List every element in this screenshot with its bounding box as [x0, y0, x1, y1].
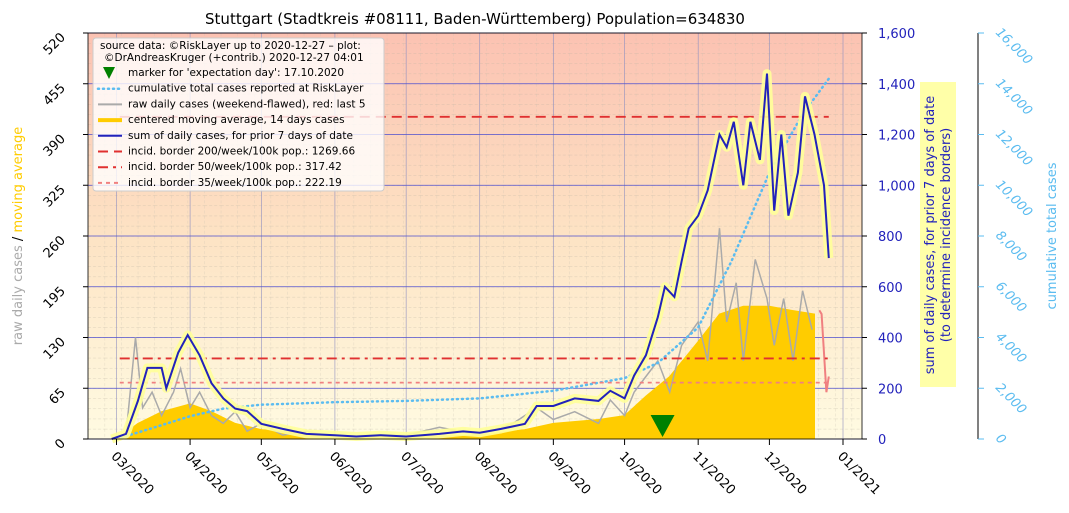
y-label-raw: raw daily cases: [11, 245, 26, 345]
x-tick-label: 06/2020: [326, 449, 375, 498]
y2-tick-label: 1,200: [878, 129, 915, 144]
legend: source data: ©RiskLayer up to 2020-12-27…: [92, 37, 385, 192]
y2-axis-label: sum of daily cases, for prior 7 days of …: [923, 96, 938, 375]
y3-tick-label: 14,000: [992, 76, 1035, 119]
legend-swatch: [103, 67, 115, 79]
legend-label: incid. border 35/week/100k pop.: 222.19: [128, 177, 342, 189]
y2-tick-label: 200: [878, 382, 903, 397]
x-tick-label: 03/2020: [108, 449, 157, 498]
y-label-ma: moving average: [11, 127, 26, 233]
x-tick-label: 08/2020: [471, 449, 520, 498]
y-tick-label: 390: [41, 132, 69, 160]
source-text: ©DrAndreasKruger (+contrib.) 2020-12-27 …: [104, 52, 364, 64]
y3-tick-label: 10,000: [992, 177, 1035, 220]
y2-label-box: [920, 82, 956, 387]
y-tick-label: 325: [41, 182, 69, 210]
x-tick-label: 11/2020: [689, 449, 738, 498]
y2-tick-label: 600: [878, 281, 903, 296]
source-text: source data: ©RiskLayer up to 2020-12-27…: [100, 40, 361, 52]
x-tick-label: 01/2021: [834, 449, 883, 498]
y2-tick-label: 0: [878, 433, 886, 448]
y3-tick-label: 6,000: [992, 279, 1029, 316]
y2-tick-label: 800: [878, 230, 903, 245]
legend-label: centered moving average, 14 days cases: [128, 114, 345, 126]
y2-tick-label: 1,000: [878, 179, 915, 194]
x-tick-label: 10/2020: [616, 449, 665, 498]
legend-label: marker for 'expectation day': 17.10.2020: [128, 67, 344, 79]
legend-label: incid. border 50/week/100k pop.: 317.42: [128, 161, 342, 173]
legend-label: sum of daily cases, for prior 7 days of …: [128, 130, 353, 142]
y3-tick-label: 12,000: [992, 127, 1035, 170]
x-tick-label: 09/2020: [545, 449, 594, 498]
moving-average-area: [114, 305, 815, 440]
x-tick-label: 12/2020: [761, 449, 810, 498]
series-line-highlight: [818, 309, 830, 393]
y3-tick-label: 16,000: [992, 25, 1035, 68]
x-tick-label: 05/2020: [252, 449, 301, 498]
x-tick-label: 04/2020: [181, 449, 230, 498]
expectation-marker: [650, 415, 675, 437]
y2-tick-label: 1,600: [878, 27, 915, 42]
y-tick-label: 130: [41, 335, 69, 363]
chart-title: Stuttgart (Stadtkreis #08111, Baden-Würt…: [205, 10, 745, 28]
y3-tick-label: 0: [992, 431, 1008, 447]
y-label-sep: /: [11, 236, 26, 241]
y-tick-label: 260: [41, 233, 69, 261]
cumulative-line: [115, 77, 831, 441]
legend-label: incid. border 200/week/100k pop.: 1269.6…: [128, 146, 355, 158]
y2-tick-label: 400: [878, 332, 903, 347]
y-tick-label: 520: [41, 30, 69, 58]
y2-axis-label: (to determine incidence borders): [939, 128, 954, 343]
legend-label: raw daily cases (weekend-flawed), red: l…: [128, 98, 366, 110]
y3-tick-label: 2,000: [992, 380, 1029, 417]
series-line: [111, 73, 830, 440]
y-axis-label: raw daily cases / moving average: [11, 127, 26, 345]
legend-label: cumulative total cases reported at RiskL…: [128, 83, 364, 95]
y2-tick-label: 1,400: [878, 78, 915, 93]
x-tick-label: 07/2020: [397, 449, 446, 498]
y3-tick-label: 4,000: [992, 330, 1029, 367]
y-tick-label: 0: [52, 436, 68, 452]
y-tick-label: 455: [41, 81, 69, 109]
y-tick-label: 65: [47, 385, 69, 407]
legend-box: [92, 37, 385, 192]
y-tick-label: 195: [41, 284, 69, 312]
y3-axis-label: cumulative total cases: [1045, 162, 1060, 309]
y3-tick-label: 8,000: [992, 228, 1029, 265]
